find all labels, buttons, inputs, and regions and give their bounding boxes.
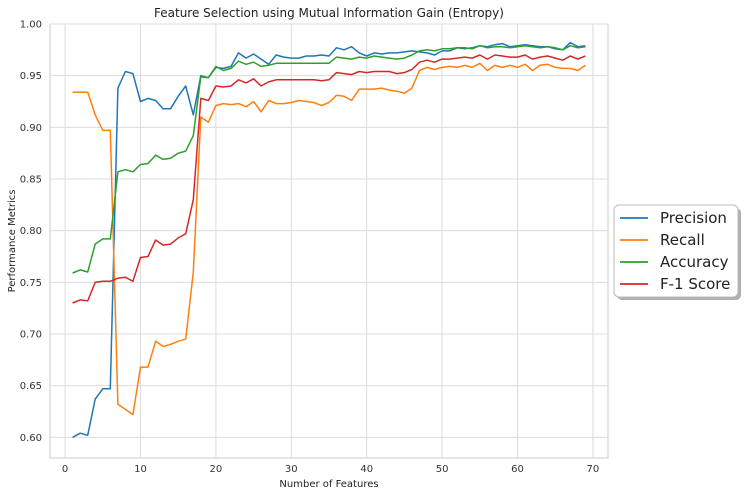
legend-label-recall: Recall (660, 231, 705, 249)
grid-lines (50, 23, 608, 458)
legend: Precision Recall Accuracy F-1 Score (613, 204, 741, 300)
series-line-f-1-score (72, 54, 586, 304)
legend-box (613, 204, 739, 298)
series-line-recall (72, 62, 586, 416)
x-tick-label: 70 (587, 464, 600, 475)
legend-label-accuracy: Accuracy (660, 253, 729, 271)
y-tick-label: 1.00 (20, 20, 42, 31)
series-lines (72, 41, 586, 438)
legend-label-precision: Precision (660, 209, 727, 227)
x-axis-label: Number of Features (279, 479, 378, 490)
legend-items: Precision Recall Accuracy F-1 Score (620, 209, 730, 293)
series-line-accuracy (72, 44, 586, 274)
x-tick-label: 60 (511, 464, 524, 475)
x-tick-label: 20 (210, 464, 223, 475)
x-tick-label: 0 (62, 464, 68, 475)
x-tick-label: 10 (134, 464, 147, 475)
x-tick-label: 30 (285, 464, 298, 475)
y-tick-label: 0.60 (20, 433, 42, 444)
y-axis-label: Performance Metrics (7, 190, 18, 293)
y-tick-label: 0.90 (20, 123, 42, 134)
chart-title: Feature Selection using Mutual Informati… (154, 6, 504, 20)
plot-area (49, 23, 609, 459)
x-tick-label: 40 (360, 464, 373, 475)
legend-label-f-1-score: F-1 Score (660, 275, 730, 293)
y-tick-label: 0.80 (20, 226, 42, 237)
y-tick-label: 0.75 (20, 278, 42, 289)
y-tick-label: 0.70 (20, 330, 42, 341)
y-tick-label: 0.85 (20, 175, 42, 186)
y-tick-label: 0.65 (20, 381, 42, 392)
y-tick-label: 0.95 (20, 71, 42, 82)
x-tick-label: 50 (436, 464, 449, 475)
series-line-precision (72, 41, 586, 438)
tick-labels: 0 10 20 30 40 50 60 70 0.60 0.65 0.70 0.75 0.80 0.85 0… (20, 20, 600, 476)
